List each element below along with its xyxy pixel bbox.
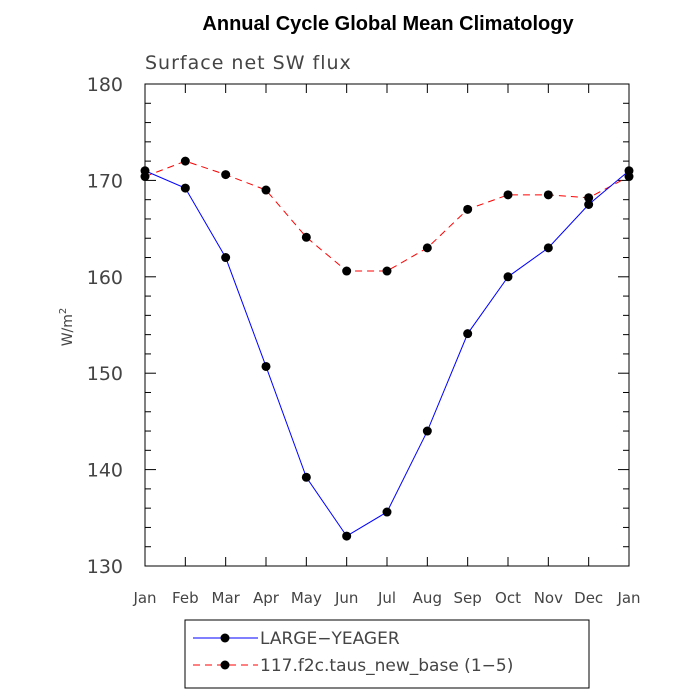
data-point — [382, 266, 392, 276]
data-point — [543, 243, 553, 253]
plot-series — [140, 156, 634, 541]
legend-label: LARGE−YEAGER — [260, 629, 400, 649]
data-point — [422, 426, 432, 436]
chart-subtitle: Surface net SW flux — [145, 52, 352, 74]
x-tick-label: May — [291, 589, 322, 607]
data-point — [342, 266, 352, 276]
data-point — [584, 200, 594, 209]
x-tick-label: Jun — [334, 589, 358, 607]
series-line — [144, 160, 630, 272]
data-point — [180, 183, 190, 193]
data-point — [503, 272, 513, 282]
x-tick-label: Sep — [454, 589, 482, 607]
data-point — [180, 156, 190, 166]
plot-frame — [144, 83, 630, 567]
legend-box — [184, 619, 590, 689]
y-tick-label: 160 — [87, 267, 123, 289]
legend-label: 117.f2c.taus_new_base (1−5) — [260, 656, 513, 676]
data-point — [301, 472, 311, 482]
x-tick-label: Jan — [616, 589, 640, 607]
data-point — [342, 531, 352, 541]
data-point — [463, 329, 473, 339]
legend-swatch-marker — [220, 633, 230, 643]
data-point — [221, 253, 231, 263]
legend: LARGE−YEAGER 117.f2c.taus_new_base (1−5) — [184, 619, 590, 689]
y-tick-label: 130 — [87, 556, 123, 578]
y-tick-label: 180 — [87, 74, 123, 96]
y-axis-label-main: W/m — [60, 314, 76, 346]
series-line — [144, 170, 630, 537]
data-point — [584, 193, 594, 203]
x-tick-label: Dec — [574, 589, 603, 607]
data-point — [221, 170, 231, 180]
x-tick-label: Apr — [253, 589, 280, 607]
data-point — [543, 190, 553, 200]
x-tick-label: Oct — [495, 589, 521, 607]
y-tick-label: 150 — [87, 363, 123, 385]
data-point — [503, 190, 513, 200]
axis-ticks — [144, 83, 630, 567]
y-tick-label: 140 — [87, 460, 123, 482]
data-point — [261, 185, 271, 195]
x-tick-label: Aug — [413, 589, 442, 607]
x-tick-label: Feb — [172, 589, 199, 607]
data-point — [261, 361, 271, 371]
y-tick-label: 170 — [87, 170, 123, 192]
chart-title: Annual Cycle Global Mean Climatology — [202, 13, 574, 35]
x-tick-label: Jul — [377, 589, 396, 607]
x-tick-label: Nov — [534, 589, 563, 607]
y-axis-label: W/m2 — [58, 308, 76, 347]
data-point — [422, 243, 432, 253]
data-point — [463, 204, 473, 214]
x-tick-label: Jan — [132, 589, 156, 607]
data-point — [382, 507, 392, 517]
x-tick-label: Mar — [212, 589, 241, 607]
y-axis-label-superscript: 2 — [58, 308, 69, 314]
tick-labels: 130 140 150 160 170 180 Jan Feb Mar Apr May Jun Jul A… — [87, 74, 641, 607]
legend-swatch-marker — [220, 660, 230, 670]
data-point — [301, 232, 311, 242]
